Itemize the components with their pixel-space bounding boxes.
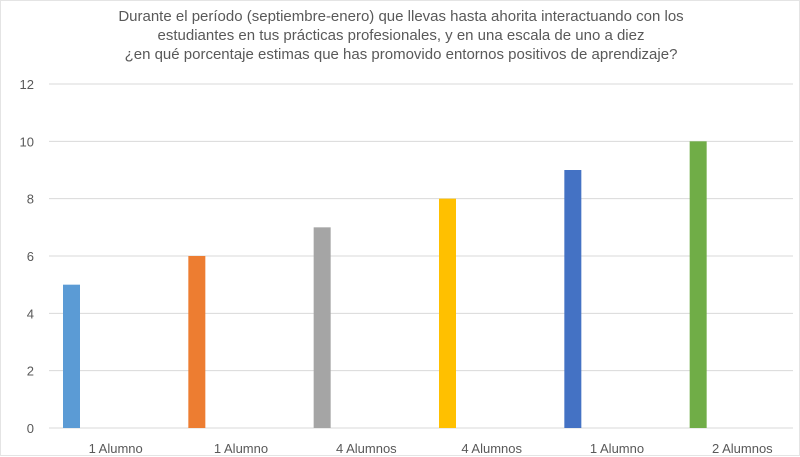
chart-title-line-1: Durante el período (septiembre-enero) qu…	[118, 8, 684, 25]
chart-title: Durante el período (septiembre-enero) qu…	[1, 7, 800, 64]
y-tick-label: 2	[27, 364, 34, 379]
y-tick-label: 6	[27, 249, 34, 264]
bar	[313, 227, 331, 428]
y-tick-label: 8	[27, 192, 34, 207]
x-axis-ticks: 1 Alumno 1 Alumno 4 Alumnos 4 Alumnos 1 Alum…	[89, 441, 774, 456]
y-axis-ticks: 0 2 4 6 8 10 12	[20, 77, 34, 436]
bar	[188, 256, 206, 428]
bar	[439, 198, 456, 428]
grid-layer	[49, 83, 793, 429]
chart-title-line-2: estudiantes en tus prácticas profesional…	[157, 27, 645, 44]
bar	[63, 284, 80, 428]
y-tick-label: 10	[20, 134, 34, 149]
x-tick-label: 1 Alumno	[89, 441, 143, 456]
bar	[689, 141, 707, 429]
y-tick-label: 0	[27, 421, 34, 436]
x-tick-label: 1 Alumno	[590, 441, 644, 456]
x-tick-label: 4 Alumnos	[461, 441, 522, 456]
y-tick-label: 4	[27, 306, 34, 321]
x-tick-label: 2 Alumnos	[712, 441, 773, 456]
y-tick-label: 12	[20, 77, 34, 92]
x-tick-label: 4 Alumnos	[336, 441, 397, 456]
chart-title-line-3: ¿en qué porcentaje estimas que has promo…	[124, 46, 678, 63]
x-tick-label: 1 Alumno	[214, 441, 268, 456]
bars	[63, 141, 707, 429]
bar	[564, 170, 582, 428]
